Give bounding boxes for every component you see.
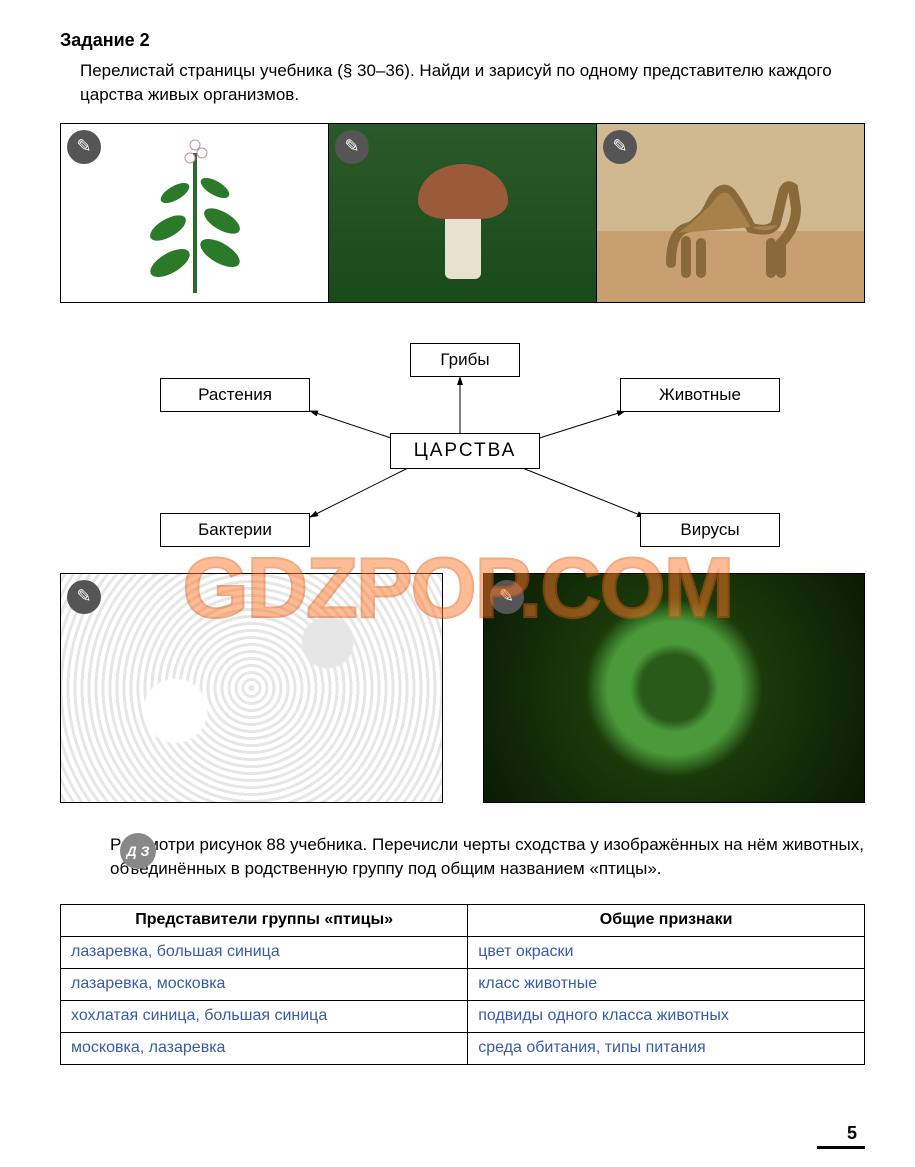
table-cell: цвет окраски: [468, 936, 865, 968]
pencil-icon: ✎: [335, 130, 369, 164]
birds-table: Представители группы «птицы» Общие призн…: [60, 904, 865, 1065]
table-cell: класс животные: [468, 968, 865, 1000]
table-row: лазаревка, московкакласс животные: [61, 968, 865, 1000]
camel-cell: ✎: [597, 124, 864, 302]
diagram-box-topleft: Растения: [160, 378, 310, 412]
mushroom-cell: ✎: [329, 124, 597, 302]
table-row: лазаревка, большая синицацвет окраски: [61, 936, 865, 968]
pencil-icon: ✎: [603, 130, 637, 164]
table-cell: лазаревка, московка: [61, 968, 468, 1000]
table-row: хохлатая синица, большая синицаподвиды о…: [61, 1000, 865, 1032]
plant-cell: ✎: [61, 124, 329, 302]
diagram-box-topright: Животные: [620, 378, 780, 412]
task-description: Перелистай страницы учебника (§ 30–36). …: [80, 59, 865, 107]
table-cell: хохлатая синица, большая синица: [61, 1000, 468, 1032]
task-title: Задание 2: [60, 30, 865, 51]
kingdom-images-bottom: ✎ ✎: [60, 573, 865, 803]
camel-illustration: [597, 124, 864, 302]
table-header: Представители группы «птицы»: [61, 904, 468, 936]
diagram-box-top: Грибы: [410, 343, 520, 377]
table-cell: московка, лазаревка: [61, 1032, 468, 1064]
diagram-box-bottomleft: Бактерии: [160, 513, 310, 547]
table-cell: лазаревка, большая синица: [61, 936, 468, 968]
diagram-box-bottomright: Вирусы: [640, 513, 780, 547]
table-row: московка, лазаревкасреда обитания, типы …: [61, 1032, 865, 1064]
homework-text: Рассмотри рисунок 88 учебника. Перечисли…: [110, 833, 865, 882]
pencil-icon: ✎: [67, 580, 101, 614]
table-cell: подвиды одного класса животных: [468, 1000, 865, 1032]
page-number: 5: [817, 1123, 865, 1149]
table-header: Общие признаки: [468, 904, 865, 936]
bacteria-cell: ✎: [60, 573, 443, 803]
pencil-icon: ✎: [67, 130, 101, 164]
homework-block: Д З Рассмотри рисунок 88 учебника. Переч…: [60, 833, 865, 1065]
plant-illustration: [130, 133, 260, 293]
table-cell: среда обитания, типы питания: [468, 1032, 865, 1064]
diagram-center: ЦАРСТВА: [390, 433, 540, 469]
kingdom-images-top: ✎ ✎ ✎: [60, 123, 865, 303]
kingdoms-diagram: ЦАРСТВА Грибы Растения Животные Бактерии…: [60, 333, 865, 563]
mushroom-illustration: [329, 124, 596, 302]
homework-badge-icon: Д З: [120, 833, 156, 869]
bacteria-illustration: [61, 574, 442, 802]
virus-illustration: [484, 574, 865, 802]
virus-cell: ✎: [483, 573, 866, 803]
pencil-icon: ✎: [490, 580, 524, 614]
